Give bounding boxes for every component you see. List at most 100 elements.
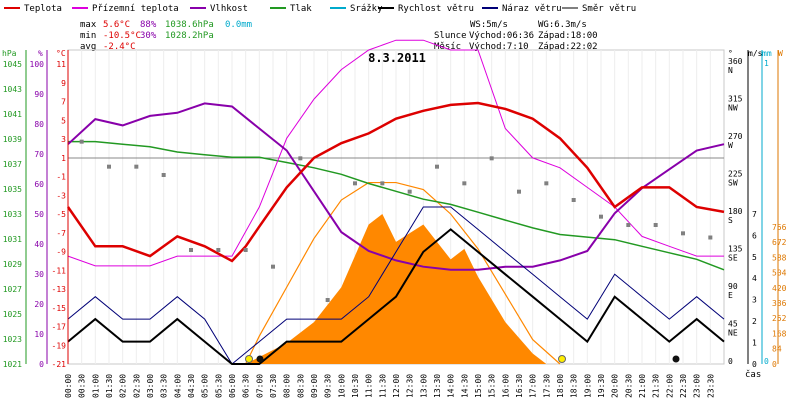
wind-direction-points (79, 139, 713, 302)
dir-axis-deg: 90 (728, 282, 738, 291)
wind-axis-tick: 6 (752, 231, 757, 240)
x-tick: 07:30 (269, 374, 278, 398)
x-tick: 19:30 (597, 374, 606, 398)
solar-area (245, 213, 547, 364)
x-tick: 09:30 (324, 374, 333, 398)
dir-axis-card: NE (728, 329, 738, 338)
x-tick: 01:00 (91, 374, 100, 398)
temp-axis-tick: 7 (61, 98, 66, 107)
stat-sun-rise: Východ:06:36 (469, 31, 534, 41)
x-tick: 17:00 (529, 374, 538, 398)
wind-direction-point (407, 189, 412, 194)
x-tick: 12:00 (392, 374, 401, 398)
wind-direction-point (599, 214, 603, 219)
solar-max-curve (245, 181, 561, 365)
right-axis-unit: ° (728, 49, 733, 58)
wind-direction-point (134, 164, 139, 169)
sunset-marker (558, 355, 566, 363)
wind-direction-point (517, 189, 521, 194)
hpa-axis-tick: 1039 (3, 135, 22, 144)
wind-direction-point (243, 248, 248, 252)
stat-min-hum: 30% (140, 31, 157, 41)
hpa-axis-tick: 1041 (3, 110, 22, 119)
legend-label: Srážky (350, 4, 383, 14)
pct-axis-tick: 40 (34, 240, 44, 249)
dir-axis-deg: 135 (728, 245, 743, 254)
pct-axis-tick: 90 (34, 90, 44, 99)
moonset-marker (672, 355, 680, 363)
x-tick: 22:00 (665, 374, 674, 398)
temp-axis-tick: -11 (52, 266, 67, 275)
right-axis-unit: W (778, 49, 783, 58)
hpa-axis-tick: 1037 (3, 160, 22, 169)
pct-axis-tick: 0 (39, 360, 44, 369)
x-tick: 20:00 (611, 374, 620, 398)
wind-direction-point (79, 139, 84, 144)
solar-axis-tick: 588 (772, 253, 787, 262)
x-axis-label: čas (745, 369, 761, 380)
wind-direction-point (681, 231, 685, 236)
axes: 1045104310411039103710351033103110291027… (2, 49, 787, 398)
pct-axis-tick: 50 (34, 210, 44, 219)
wind-axis-tick: 5 (752, 253, 757, 262)
wind-direction-point (626, 223, 631, 227)
solar-axis-tick: 336 (772, 299, 787, 308)
wind-axis-tick: 3 (752, 296, 757, 305)
humidity-line (67, 102, 725, 271)
legend-label: Směr větru (582, 4, 636, 14)
stat-max-hum: 88% (140, 20, 157, 30)
stat-max-press: 1038.6hPa (165, 20, 214, 30)
x-tick: 23:00 (693, 374, 702, 398)
pct-axis-tick: 80 (34, 120, 44, 129)
x-tick: 16:30 (515, 374, 524, 398)
hpa-axis-tick: 1023 (3, 335, 22, 344)
dir-axis-deg: 315 (728, 95, 743, 104)
stat-min-temp: -10.5°C (103, 31, 141, 41)
x-tick: 15:30 (488, 374, 497, 398)
rain-axis-tick: 0 (764, 357, 769, 366)
x-tick: 11:00 (365, 374, 374, 398)
stat-max-label: max (80, 20, 97, 30)
dir-axis-deg: 360 (728, 57, 743, 66)
temp-axis-tick: -19 (52, 341, 67, 350)
stat-avg-temp: -2.4°C (103, 42, 136, 52)
dir-axis-deg: 0 (728, 357, 733, 366)
x-tick: 05:30 (214, 374, 223, 398)
legend-label: Vlhkost (210, 4, 248, 14)
wind-direction-point (298, 156, 303, 161)
dir-axis-deg: 270 (728, 132, 743, 141)
stat-min-label: min (80, 31, 96, 41)
x-tick: 10:30 (351, 374, 360, 398)
dir-axis-card: N (728, 66, 733, 75)
wind-direction-point (544, 181, 549, 186)
x-tick: 04:00 (173, 374, 182, 398)
pct-axis-tick: 100 (30, 60, 45, 69)
x-tick: 05:00 (201, 374, 210, 398)
legend: Teplota Přízemní teplota Vlhkost Tlak Srážky… (0, 0, 800, 16)
temp-axis-tick: -9 (56, 248, 66, 257)
hpa-axis-tick: 1031 (3, 235, 22, 244)
stat-sun-set: Západ:18:00 (538, 31, 598, 41)
dir-axis-card: W (728, 141, 733, 150)
x-tick: 11:30 (378, 374, 387, 398)
temp-axis-tick: -5 (56, 210, 66, 219)
right-axis-unit: m/s (748, 49, 763, 58)
temp-axis-tick: -15 (52, 304, 67, 313)
wind-direction-point (489, 156, 494, 161)
temp-axis-tick: -1 (56, 173, 66, 182)
dir-axis-deg: 180 (728, 207, 743, 216)
pct-axis-tick: 30 (34, 270, 44, 279)
pct-axis-tick: 60 (34, 180, 44, 189)
hpa-axis-tick: 1033 (3, 210, 22, 219)
wind-direction-point (462, 181, 467, 186)
hpa-axis-tick: 1027 (3, 285, 22, 294)
axis-unit: % (38, 49, 43, 58)
wind-axis-tick: 7 (752, 210, 757, 219)
wind-direction-point (216, 248, 221, 252)
series-lines (66, 39, 725, 365)
chart-title: 8.3.2011 (368, 51, 426, 65)
temp-axis-tick: -3 (56, 191, 66, 200)
dir-axis-card: SE (728, 254, 738, 263)
dir-axis-card: SW (728, 179, 738, 188)
wind-axis-tick: 1 (752, 338, 757, 347)
